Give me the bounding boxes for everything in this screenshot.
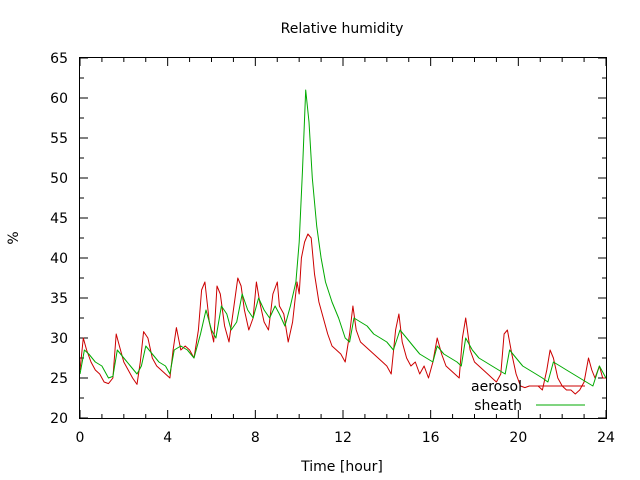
x-tick-label: 4 xyxy=(163,430,172,446)
y-tick-label: 65 xyxy=(50,51,68,67)
x-tick-label: 0 xyxy=(76,430,85,446)
x-tick-label: 20 xyxy=(509,430,527,446)
y-tick-label: 60 xyxy=(50,91,68,107)
series-layer xyxy=(79,89,607,395)
y-tick-label: 30 xyxy=(50,331,68,347)
chart-title: Relative humidity xyxy=(281,21,404,37)
y-tick-label: 35 xyxy=(50,291,68,307)
legend-label-aerosol: aerosol xyxy=(471,379,522,395)
y-tick-label: 55 xyxy=(50,131,68,147)
x-tick-label: 24 xyxy=(597,430,615,446)
y-tick-label: 20 xyxy=(50,411,68,427)
x-tick-label: 8 xyxy=(251,430,260,446)
x-tick-label: 16 xyxy=(422,430,440,446)
y-axis-label: % xyxy=(6,231,22,244)
legend: aerosol sheath xyxy=(471,379,585,414)
x-axis: 0 4 8 12 16 20 24 xyxy=(76,58,615,446)
y-tick-label: 25 xyxy=(50,371,68,387)
x-axis-label: Time [hour] xyxy=(300,459,383,475)
x-tick-label: 12 xyxy=(334,430,352,446)
series-line-sheath xyxy=(79,89,607,387)
y-tick-label: 50 xyxy=(50,171,68,187)
y-tick-label: 45 xyxy=(50,211,68,227)
legend-label-sheath: sheath xyxy=(474,398,522,414)
y-tick-label: 40 xyxy=(50,251,68,267)
y-axis: 20 25 30 35 40 45 50 55 60 65 xyxy=(50,51,606,427)
series-line-aerosol xyxy=(79,233,606,395)
plot-border xyxy=(79,57,607,419)
